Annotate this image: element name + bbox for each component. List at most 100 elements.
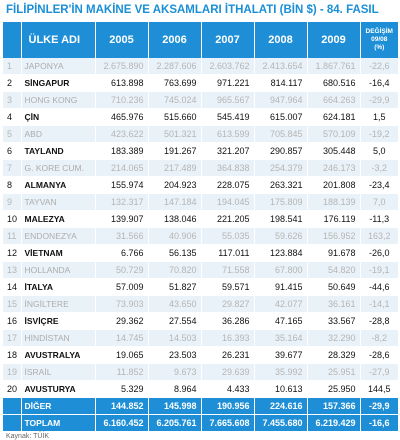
value-2005: 139.907	[95, 210, 149, 228]
change-percent: -26,0	[360, 244, 398, 262]
change-percent: 1,5	[360, 108, 398, 126]
value-2009: 54.820	[307, 261, 361, 279]
value-2008: 705.845	[254, 125, 308, 143]
value-2008: 67.800	[254, 261, 308, 279]
table-row: 15 İNGİLTERE 73.903 43.650 29.827 42.077 36.16…	[3, 295, 398, 313]
other-row: DİĞER 144.852 145.998 190.956 224.616 157.366…	[3, 397, 398, 415]
value-2007: 26.231	[201, 346, 255, 364]
country-name: VİETNAM	[21, 244, 96, 262]
change-percent: -29,9	[360, 397, 398, 415]
value-2009: 156.952	[307, 227, 361, 245]
value-2008: 2.413.654	[254, 58, 308, 75]
value-2006: 204.923	[148, 176, 202, 194]
value-2009: 50.649	[307, 278, 361, 296]
change-percent: -3,2	[360, 159, 398, 177]
row-index	[3, 397, 22, 415]
value-2007: 36.286	[201, 312, 255, 330]
value-2009: 91.678	[307, 244, 361, 262]
value-2006: 147.184	[148, 193, 202, 211]
country-name: TAYLAND	[21, 142, 96, 160]
value-2007: 55.035	[201, 227, 255, 245]
row-index: 20	[3, 380, 22, 398]
value-2007: 965.567	[201, 91, 255, 109]
country-name: İTALYA	[21, 278, 96, 296]
table-row: 11 ENDONEZYA 31.566 40.906 55.035 59.626 156.9…	[3, 227, 398, 245]
value-2007: 194.045	[201, 193, 255, 211]
change-percent: 5,0	[360, 142, 398, 160]
value-2008: 814.117	[254, 74, 308, 92]
value-2009: 1.867.761	[307, 58, 361, 75]
value-2008: 254.379	[254, 159, 308, 177]
value-2006: 745.024	[148, 91, 202, 109]
value-2008: 39.677	[254, 346, 308, 364]
value-2005: 73.903	[95, 295, 149, 313]
value-2005: 11.852	[95, 363, 149, 381]
table-row: 14 İTALYA 57.009 51.827 59.571 91.415 50.649 -4…	[3, 278, 398, 296]
table-row: 6 TAYLAND 183.389 191.267 321.207 290.857 305.…	[3, 142, 398, 160]
table-row: 16 İSVİÇRE 29.362 27.554 36.286 47.165 33.567-…	[3, 312, 398, 330]
table-row: 9 TAYVAN 132.317 147.184 194.045 175.809 188.1…	[3, 193, 398, 211]
value-2005: 155.974	[95, 176, 149, 194]
value-2009: 25.951	[307, 363, 361, 381]
value-2006: 43.650	[148, 295, 202, 313]
header-2008: 2008	[254, 22, 308, 58]
row-index: 9	[3, 193, 22, 211]
change-percent: -11,3	[360, 210, 398, 228]
table-row: 4 ÇİN 465.976 515.660 545.419 615.007 624.181 1…	[3, 108, 398, 126]
value-2007: 29.639	[201, 363, 255, 381]
value-2006: 40.906	[148, 227, 202, 245]
row-index: 6	[3, 142, 22, 160]
value-2007: 16.393	[201, 329, 255, 347]
header-country: ÜLKE ADI	[21, 22, 96, 58]
value-2007: 29.827	[201, 295, 255, 313]
value-2007: 221.205	[201, 210, 255, 228]
value-2007: 71.558	[201, 261, 255, 279]
country-name: ENDONEZYA	[21, 227, 96, 245]
table-row: 2 SİNGAPUR 613.898 763.699 971.221 814.117 680…	[3, 74, 398, 92]
country-name: İSVİÇRE	[21, 312, 96, 330]
value-2005: 2.675.890	[95, 58, 149, 75]
change-percent: 163,2	[360, 227, 398, 245]
row-index: 19	[3, 363, 22, 381]
change-percent: -16,4	[360, 74, 398, 92]
value-2008: 224.616	[254, 397, 308, 415]
value-2008: 123.884	[254, 244, 308, 262]
change-percent: -8,2	[360, 329, 398, 347]
change-percent: -28,8	[360, 312, 398, 330]
table-row: 5 ABD 423.622 501.321 613.599 705.845 570.109-…	[3, 125, 398, 143]
value-2007: 7.665.608	[201, 414, 255, 432]
value-2009: 33.567	[307, 312, 361, 330]
value-2007: 4.433	[201, 380, 255, 398]
value-2009: 201.808	[307, 176, 361, 194]
country-name: TOPLAM	[21, 414, 96, 432]
row-index: 13	[3, 261, 22, 279]
value-2005: 31.566	[95, 227, 149, 245]
value-2006: 138.046	[148, 210, 202, 228]
value-2005: 50.729	[95, 261, 149, 279]
table-row: 18 AVUSTRALYA 19.065 23.503 26.231 39.677 28.3…	[3, 346, 398, 364]
country-name: ALMANYA	[21, 176, 96, 194]
table-row: 12 VİETNAM 6.766 56.135 117.011 123.884 91.678…	[3, 244, 398, 262]
table-title: FİLİPİNLER'İN MAKİNE VE AKSAMLARI İTHALA…	[6, 4, 379, 16]
value-2007: 59.571	[201, 278, 255, 296]
row-index	[3, 414, 22, 432]
value-2005: 710.236	[95, 91, 149, 109]
change-percent: -23,4	[360, 176, 398, 194]
value-2005: 6.766	[95, 244, 149, 262]
table-body: 1 JAPONYA 2.675.890 2.287.606 2.603.762 2.413…	[3, 58, 398, 432]
row-index: 2	[3, 74, 22, 92]
value-2006: 6.205.761	[148, 414, 202, 432]
value-2008: 290.857	[254, 142, 308, 160]
value-2006: 191.267	[148, 142, 202, 160]
value-2006: 501.321	[148, 125, 202, 143]
value-2008: 35.992	[254, 363, 308, 381]
row-index: 5	[3, 125, 22, 143]
value-2008: 198.541	[254, 210, 308, 228]
table-row: 19 İSRAİL 11.852 9.673 29.639 35.992 25.951 -27…	[3, 363, 398, 381]
value-2009: 570.109	[307, 125, 361, 143]
country-name: TAYVAN	[21, 193, 96, 211]
country-name: DİĞER	[21, 397, 96, 415]
table-row: 13 HOLLANDA 50.729 70.820 71.558 67.800 54.820…	[3, 261, 398, 279]
change-percent: -22,6	[360, 58, 398, 75]
value-2005: 144.852	[95, 397, 149, 415]
